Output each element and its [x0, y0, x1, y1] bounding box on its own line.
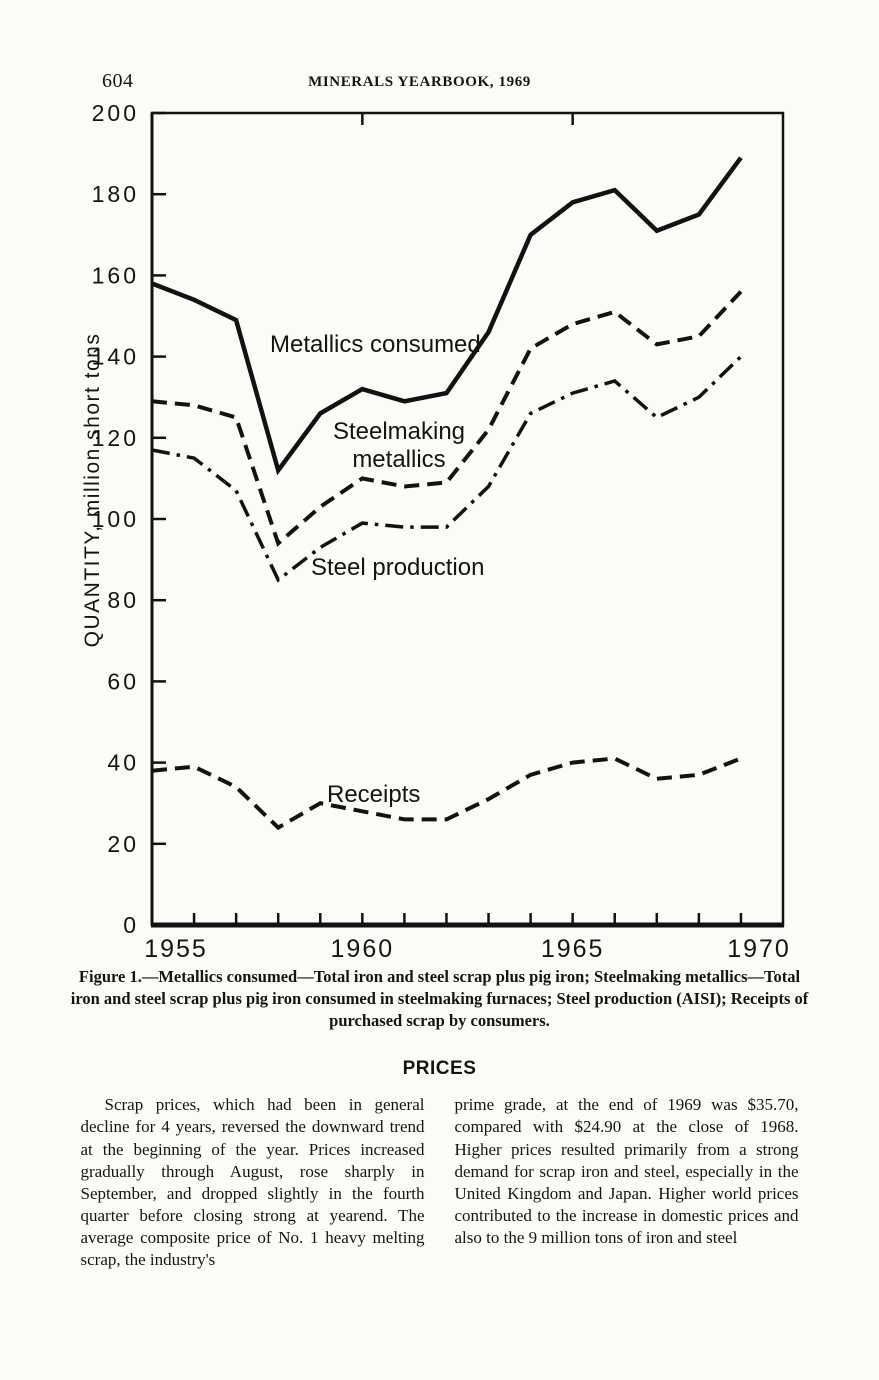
svg-text:200: 200 — [92, 100, 139, 126]
svg-text:60: 60 — [107, 668, 139, 694]
svg-text:1960: 1960 — [331, 935, 395, 960]
svg-text:QUANTITY, million short tons: QUANTITY, million short tons — [81, 333, 104, 648]
series-label-receipts: Receipts — [327, 781, 421, 808]
svg-text:140: 140 — [92, 344, 139, 370]
svg-text:100: 100 — [92, 506, 139, 532]
body-text-right-column: prime grade, at the end of 1969 was $35.… — [454, 1095, 799, 1247]
svg-text:40: 40 — [107, 750, 139, 776]
running-title: MINERALS YEARBOOK, 1969 — [308, 74, 531, 90]
series-label-steel-production: Steel production — [311, 554, 485, 581]
series-label-steelmaking-metallics: Steelmaking metallics — [332, 418, 466, 474]
series-label-metallics-consumed: Metallics consumed — [270, 331, 481, 358]
svg-text:20: 20 — [107, 831, 139, 857]
body-text-columns: Scrap prices, which had been in general … — [81, 1094, 799, 1271]
svg-text:0: 0 — [123, 912, 139, 938]
figure-caption: Figure 1.—Metallics consumed—Total iron … — [70, 967, 809, 1031]
svg-text:1970: 1970 — [727, 935, 791, 960]
chart-canvas: 0 20 40 60 80 100 120 140 160 180 200 1955 1960 1965 1… — [81, 100, 791, 960]
body-text-left-column: Scrap prices, which had been in general … — [80, 1095, 425, 1269]
prices-heading: PRICES — [402, 1058, 477, 1080]
figure-1-chart: 0 20 40 60 80 100 120 140 160 180 200 1955 1960 1965 1… — [0, 98, 879, 960]
page-header: 604 MINERALS YEARBOOK, 1969 — [0, 0, 879, 98]
svg-text:180: 180 — [92, 181, 139, 207]
svg-text:80: 80 — [107, 587, 139, 613]
svg-text:120: 120 — [92, 425, 139, 451]
svg-text:1965: 1965 — [541, 935, 605, 960]
page-number: 604 — [102, 70, 134, 92]
svg-text:1955: 1955 — [144, 935, 208, 960]
svg-text:160: 160 — [92, 262, 139, 288]
